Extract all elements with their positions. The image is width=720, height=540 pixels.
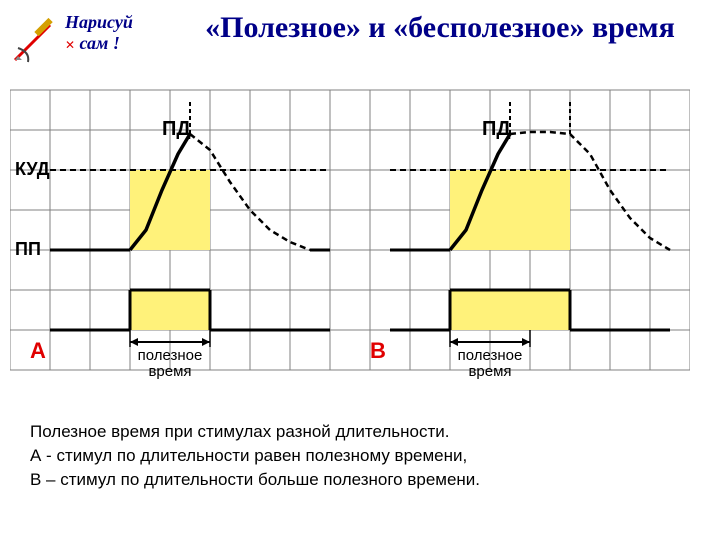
svg-text:полезное: полезное xyxy=(458,347,523,364)
svg-text:В: В xyxy=(370,338,386,363)
caption: Полезное время при стимулах разной длите… xyxy=(10,420,710,491)
logo: Нарисуй ✕ сам ! xyxy=(10,10,160,70)
svg-text:время: время xyxy=(468,363,511,380)
logo-text-1: Нарисуй xyxy=(65,12,133,32)
caption-line-2: А - стимул по длительности равен полезно… xyxy=(30,446,467,465)
svg-text:ПП: ПП xyxy=(15,239,41,259)
diagram: КУДПППДАполезноевремяПДВполезноевремя xyxy=(10,80,690,410)
svg-text:ПД: ПД xyxy=(162,118,191,140)
caption-line-1: Полезное время при стимулах разной длите… xyxy=(30,422,449,441)
svg-text:А: А xyxy=(30,338,46,363)
caption-line-3: В – стимул по длительности больше полезн… xyxy=(30,470,480,489)
svg-text:ПД: ПД xyxy=(482,118,511,140)
svg-text:время: время xyxy=(148,363,191,380)
page-title: «Полезное» и «бесполезное» время xyxy=(170,10,710,46)
header: Нарисуй ✕ сам ! «Полезное» и «бесполезно… xyxy=(10,10,710,70)
logo-text-2: сам ! xyxy=(80,33,120,53)
svg-text:полезное: полезное xyxy=(138,347,203,364)
svg-text:КУД: КУД xyxy=(15,159,50,179)
